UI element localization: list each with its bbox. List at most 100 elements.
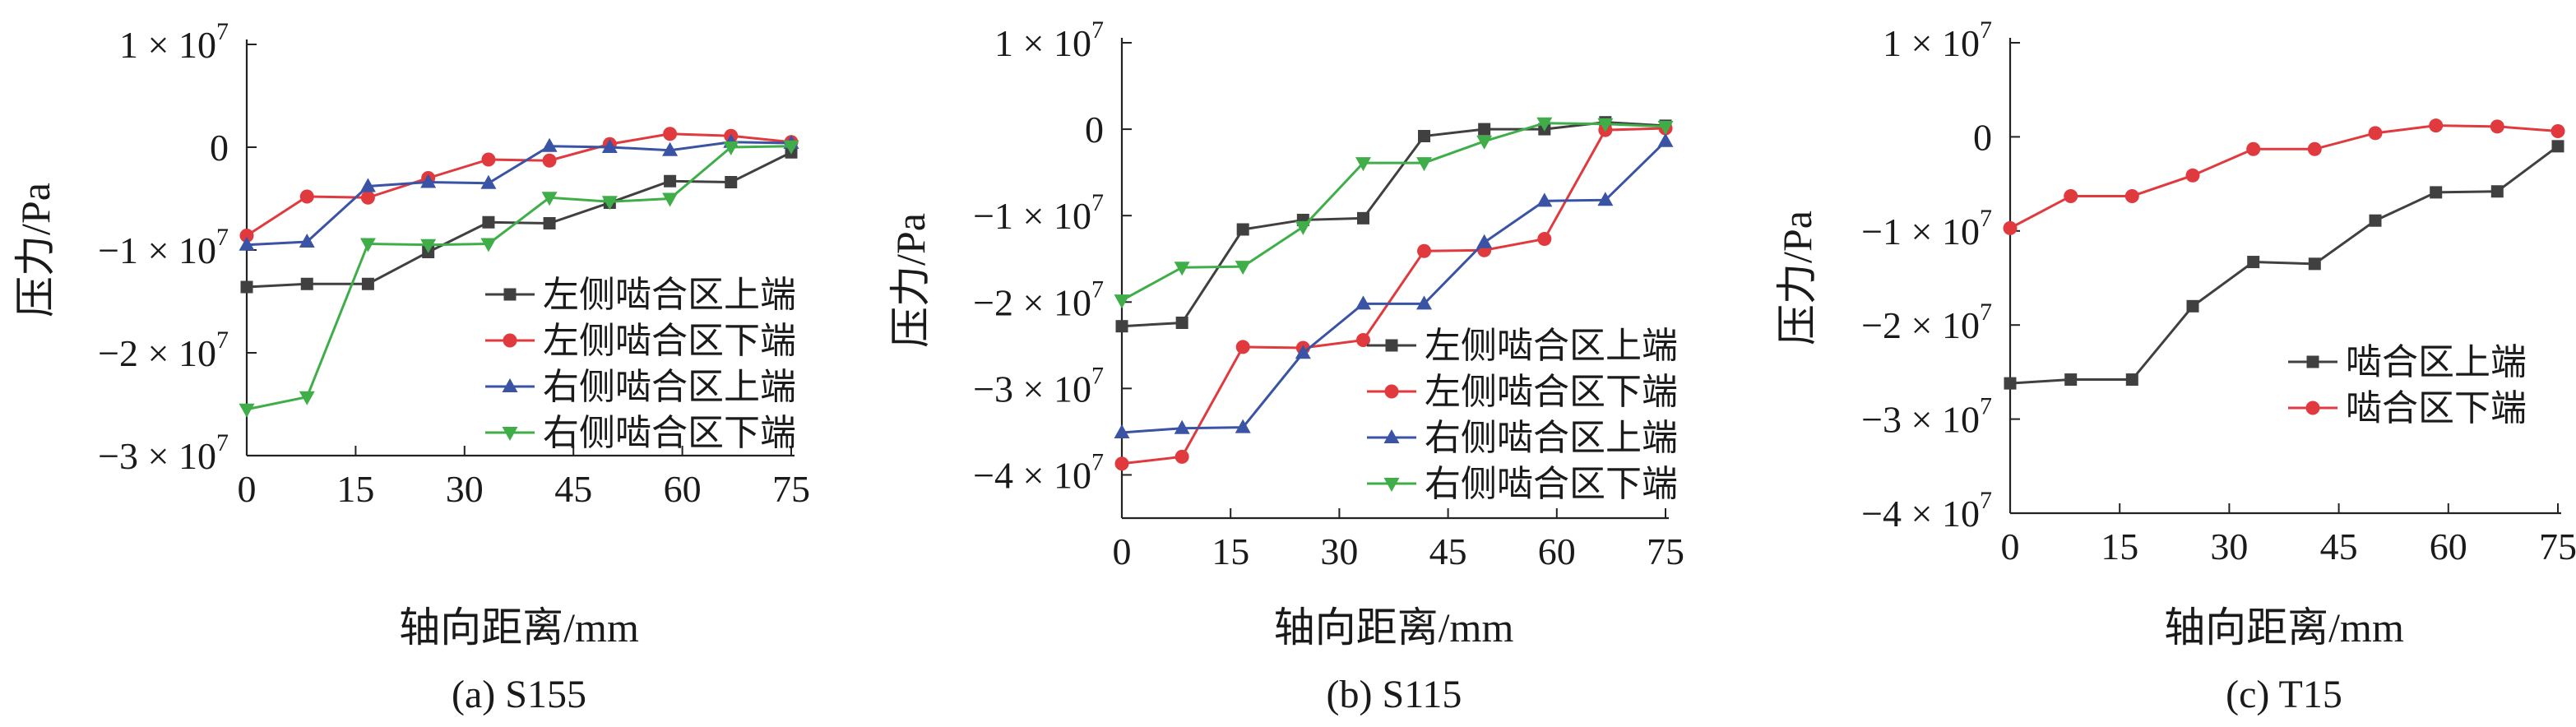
data-point bbox=[2307, 141, 2322, 156]
legend-label: 右侧啮合区下端 bbox=[1425, 464, 1678, 504]
data-point bbox=[299, 391, 315, 405]
series-3 bbox=[1114, 132, 1674, 438]
data-point bbox=[299, 189, 314, 204]
data-point bbox=[1657, 120, 1674, 135]
y-tick-label: −2 × 107 bbox=[98, 326, 229, 374]
y-tick-exponent: 7 bbox=[1091, 16, 1104, 44]
y-tick-label: 0 bbox=[210, 127, 229, 169]
legend-swatch-marker bbox=[1385, 339, 1398, 352]
x-tick-label: 75 bbox=[2539, 526, 2576, 567]
data-point bbox=[725, 176, 738, 188]
data-point bbox=[541, 137, 558, 152]
y-tick-mantissa: −2 × 10 bbox=[973, 281, 1091, 323]
y-tick-exponent: 7 bbox=[1091, 276, 1104, 303]
series-line bbox=[2009, 145, 2559, 385]
data-point bbox=[2125, 373, 2138, 387]
data-point bbox=[1536, 192, 1553, 207]
x-tick-label: 15 bbox=[336, 468, 374, 510]
legend-label: 右侧啮合区下端 bbox=[543, 413, 796, 453]
x-tick-label: 60 bbox=[664, 468, 702, 510]
y-tick-label: 1 × 107 bbox=[119, 18, 229, 66]
data-point bbox=[1657, 132, 1674, 147]
x-tick-label: 0 bbox=[238, 468, 257, 510]
y-tick-mantissa: −1 × 10 bbox=[1861, 211, 1980, 252]
x-tick-label: 0 bbox=[1113, 530, 1132, 572]
series-3 bbox=[239, 133, 799, 251]
legend-swatch-marker bbox=[2305, 401, 2320, 415]
series-4 bbox=[239, 140, 799, 418]
data-point bbox=[542, 153, 557, 168]
data-point bbox=[663, 127, 678, 141]
x-tick-label: 0 bbox=[2001, 526, 2020, 567]
y-tick-label: −4 × 107 bbox=[973, 448, 1104, 496]
legend-item: 左侧啮合区上端 bbox=[485, 275, 796, 315]
x-tick-label: 60 bbox=[1538, 530, 1576, 572]
x-tick-label: 30 bbox=[1320, 530, 1358, 572]
data-point bbox=[2185, 168, 2200, 183]
legend-label: 左侧啮合区上端 bbox=[543, 275, 796, 315]
legend-swatch-marker bbox=[503, 333, 517, 348]
data-point bbox=[239, 236, 255, 251]
y-tick-exponent: 7 bbox=[1980, 393, 1992, 420]
series-line bbox=[246, 141, 792, 247]
data-point bbox=[1597, 118, 1614, 132]
data-point bbox=[2247, 256, 2260, 269]
data-point bbox=[1355, 157, 1371, 172]
y-tick-exponent: 7 bbox=[1980, 299, 1992, 326]
y-tick-label: −1 × 107 bbox=[1861, 205, 1992, 252]
series-2 bbox=[2003, 118, 2565, 235]
data-point bbox=[1174, 449, 1189, 464]
data-point bbox=[1476, 234, 1493, 248]
legend-item: 右侧啮合区下端 bbox=[1367, 464, 1678, 504]
data-point bbox=[601, 196, 618, 211]
data-point bbox=[240, 280, 253, 294]
y-tick-exponent: 7 bbox=[1091, 362, 1104, 389]
x-tick-label: 45 bbox=[554, 468, 592, 510]
x-tick-label: 75 bbox=[772, 468, 810, 510]
y-tick-exponent: 7 bbox=[216, 224, 229, 251]
legend-swatch-marker bbox=[503, 288, 517, 301]
data-point bbox=[723, 141, 739, 155]
series-line bbox=[1121, 127, 1666, 465]
data-point bbox=[1235, 340, 1250, 354]
data-point bbox=[2064, 373, 2078, 387]
data-point bbox=[480, 238, 497, 252]
x-tick-label: 15 bbox=[1212, 530, 1249, 572]
data-point bbox=[2004, 377, 2017, 390]
data-point bbox=[2490, 119, 2504, 134]
legend-item: 啮合区下端 bbox=[2288, 388, 2527, 428]
data-point bbox=[420, 238, 437, 253]
y-tick-label: 1 × 107 bbox=[994, 16, 1104, 64]
data-point bbox=[360, 190, 375, 205]
data-point bbox=[1295, 345, 1311, 359]
y-tick-label: −3 × 107 bbox=[973, 362, 1104, 410]
data-point bbox=[662, 192, 679, 207]
data-point bbox=[1417, 243, 1432, 258]
legend-label: 右侧啮合区上端 bbox=[543, 367, 796, 407]
panel-caption: (b) S115 bbox=[1327, 673, 1462, 716]
data-point bbox=[300, 277, 313, 290]
data-point bbox=[1537, 232, 1552, 247]
data-point bbox=[543, 217, 556, 229]
legend-label: 左侧啮合区下端 bbox=[1425, 372, 1678, 412]
data-point bbox=[541, 192, 558, 206]
legend-label: 左侧啮合区下端 bbox=[543, 321, 796, 361]
data-point bbox=[361, 277, 374, 290]
data-point bbox=[1418, 129, 1431, 142]
legend-label: 右侧啮合区上端 bbox=[1425, 418, 1678, 458]
y-tick-exponent: 7 bbox=[1091, 189, 1104, 216]
panel-caption: (a) S155 bbox=[452, 673, 586, 716]
data-point bbox=[1175, 316, 1188, 329]
data-point bbox=[1355, 333, 1370, 348]
data-point bbox=[1416, 295, 1433, 310]
y-axis-title: 压力/Pa bbox=[1774, 211, 1820, 345]
data-point bbox=[2064, 188, 2078, 203]
series-line bbox=[2009, 124, 2559, 229]
data-point bbox=[1597, 192, 1614, 206]
data-point bbox=[2551, 124, 2565, 139]
y-axis-title: 压力/Pa bbox=[12, 183, 58, 317]
y-tick-exponent: 7 bbox=[216, 326, 229, 354]
legend-item: 右侧啮合区上端 bbox=[485, 367, 796, 407]
